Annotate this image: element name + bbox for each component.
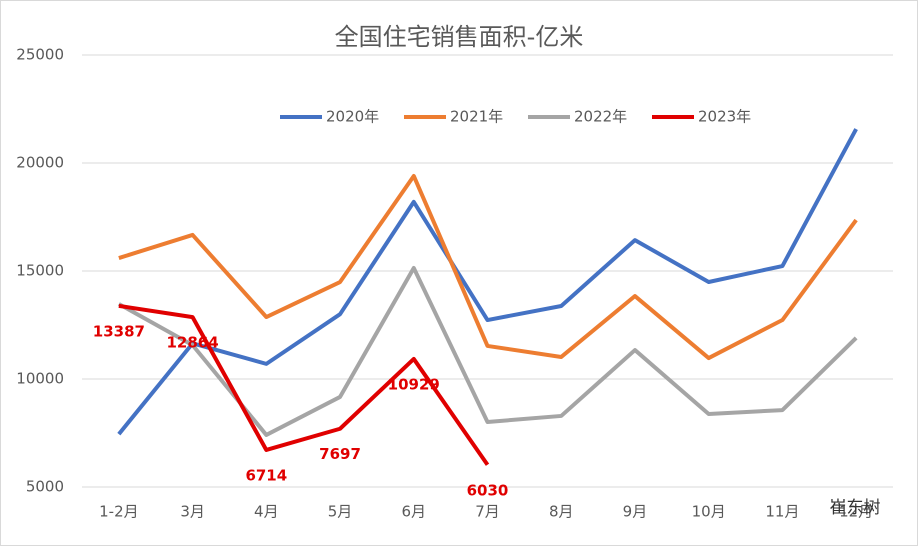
data-label: 6030 bbox=[467, 481, 509, 499]
y-tick-label: 25000 bbox=[16, 46, 64, 64]
data-label: 13387 bbox=[93, 322, 145, 340]
lines bbox=[117, 128, 858, 466]
x-tick-label: 5月 bbox=[328, 503, 353, 521]
x-tick-label: 8月 bbox=[549, 503, 574, 521]
y-tick-label: 5000 bbox=[26, 478, 64, 496]
series-line bbox=[118, 303, 490, 466]
x-tick-label: 3月 bbox=[180, 503, 205, 521]
labels: 13387 12864 6714 7697 10929 6030 bbox=[93, 322, 509, 499]
x-tick-label: 6月 bbox=[401, 503, 426, 521]
legend-label: 2021年 bbox=[450, 108, 503, 126]
series-line bbox=[117, 128, 858, 436]
data-label: 12864 bbox=[166, 334, 218, 352]
legend-label: 2022年 bbox=[574, 108, 627, 126]
series-line bbox=[118, 173, 858, 361]
data-label: 10929 bbox=[388, 375, 440, 393]
watermark: 崔东树 bbox=[830, 498, 881, 518]
x-tick-label: 9月 bbox=[623, 503, 648, 521]
y-tick-label: 20000 bbox=[16, 154, 64, 172]
y-tick-label: 15000 bbox=[16, 262, 64, 280]
data-label: 6714 bbox=[245, 466, 287, 484]
x-tick-label: 10月 bbox=[692, 503, 726, 521]
data-label: 7697 bbox=[319, 445, 361, 463]
legend-label: 2020年 bbox=[326, 108, 379, 126]
chart-title: 全国住宅销售面积-亿米 bbox=[335, 23, 584, 51]
grid: 5000 10000 15000 20000 25000 1-2月 3月 4月 5月 6月 7月 8月… bbox=[16, 46, 893, 521]
x-tick-label: 11月 bbox=[765, 503, 799, 521]
legend-label: 2023年 bbox=[698, 108, 751, 126]
x-tick-label: 4月 bbox=[254, 503, 279, 521]
x-tick-label: 1-2月 bbox=[99, 503, 139, 521]
x-tick-label: 12月 bbox=[839, 503, 873, 521]
x-tick-label: 7月 bbox=[475, 503, 500, 521]
y-tick-label: 10000 bbox=[16, 370, 64, 388]
